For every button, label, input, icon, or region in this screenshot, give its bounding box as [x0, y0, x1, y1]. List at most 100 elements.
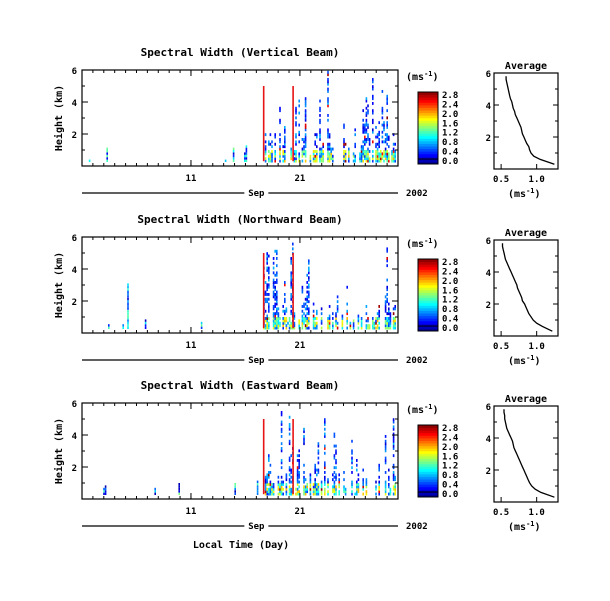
heatmap-cell: [306, 324, 308, 328]
heatmap-cell: [304, 99, 307, 103]
heatmap-cell: [276, 290, 278, 294]
heatmap-cell: [376, 157, 379, 161]
heatmap-cell: [330, 150, 332, 153]
heatmap-cell: [386, 264, 388, 268]
heatmap-cell: [365, 480, 368, 484]
heatmap-cell: [327, 99, 329, 103]
heatmap-cell: [368, 157, 371, 161]
heatmap-cell: [245, 152, 248, 155]
colorbar-swatch: [418, 125, 438, 129]
heatmap-cell: [104, 487, 107, 491]
heatmap-cell: [295, 109, 297, 113]
colorbar-swatch: [418, 458, 438, 462]
heatmap-cell: [279, 492, 281, 496]
heatmap-cell: [290, 271, 292, 275]
heatmap-cell: [392, 324, 395, 328]
heatmap-cell: [284, 154, 286, 158]
heatmap-cell: [293, 150, 296, 153]
heatmap-cell: [328, 305, 331, 308]
heatmap-cell: [271, 483, 273, 486]
heatmap-cell: [272, 307, 275, 311]
heatmap-cell: [324, 451, 326, 455]
heatmap-cell: [306, 273, 308, 277]
heatmap-cell: [301, 147, 304, 151]
heatmap-cell: [389, 317, 392, 320]
average-x-tick-label: 1.0: [529, 508, 545, 518]
heatmap-cell: [127, 326, 129, 329]
heatmap-cell: [288, 427, 291, 431]
colorbar-unit: (ms-1): [406, 403, 439, 416]
heatmap-cell: [268, 475, 270, 479]
heatmap-cell: [372, 97, 374, 101]
heatmap-cell: [280, 485, 283, 489]
heatmap-cell: [360, 159, 363, 163]
heatmap-cell: [388, 154, 390, 158]
heatmap-cell: [341, 326, 344, 330]
heatmap-cell: [394, 159, 396, 163]
heatmap-cell: [276, 319, 278, 323]
colorbar-tick-label: 1.6: [442, 286, 458, 296]
heatmap-cell: [272, 261, 275, 265]
heatmap-cell: [378, 466, 380, 470]
heatmap-cell: [272, 326, 275, 330]
average-y-tick-label: 4: [486, 435, 492, 445]
heatmap-cell: [364, 128, 366, 132]
heatmap-cell: [392, 152, 395, 156]
heatmap-cell: [308, 317, 310, 320]
heatmap-cell: [392, 439, 395, 443]
panel-2: Spectral Width (Northward Beam)Height (k…: [53, 213, 559, 367]
colorbar-swatch: [418, 122, 438, 126]
heatmap-cell: [335, 319, 337, 323]
average-x-label: (ms-1): [508, 520, 541, 533]
heatmap-cell: [357, 485, 360, 489]
heatmap-cell: [365, 154, 368, 158]
heatmap-cell: [316, 159, 318, 163]
heatmap-cell: [383, 150, 385, 153]
colorbar-swatch: [418, 489, 438, 493]
colorbar-tick-label: 0.0: [442, 324, 458, 334]
heatmap-cell: [301, 324, 304, 328]
heatmap-cell: [394, 305, 396, 308]
colorbar-swatch: [418, 117, 438, 121]
heatmap-cell: [276, 293, 278, 296]
heatmap-cell: [386, 249, 388, 253]
heatmap-cell: [365, 138, 368, 141]
heatmap-cell: [384, 442, 387, 446]
heatmap-cell: [306, 485, 308, 489]
heatmap-cell: [378, 468, 380, 472]
heatmap-cell: [268, 269, 270, 272]
heatmap-cell: [372, 80, 374, 84]
heatmap-cell: [268, 487, 270, 491]
heatmap-cell: [301, 154, 304, 158]
heatmap-cell: [389, 487, 392, 491]
heatmap-cell: [317, 485, 320, 489]
heatmap-cell: [245, 145, 248, 148]
heatmap-cell: [298, 321, 300, 325]
heatmap-cell: [264, 290, 267, 294]
month-label: Sep: [248, 356, 265, 366]
heatmap-cell: [327, 150, 329, 153]
heatmap-cell: [392, 142, 395, 146]
heatmap-cell: [341, 317, 344, 320]
heatmap-cell: [268, 307, 270, 311]
heatmap-cell: [375, 317, 377, 320]
heatmap-cell: [320, 483, 323, 486]
heatmap-cell: [335, 487, 337, 491]
heatmap-cell: [279, 140, 281, 144]
heatmap-cell: [266, 324, 268, 328]
heatmap-cell: [279, 317, 281, 320]
heatmap-cell: [244, 152, 246, 155]
heatmap-cell: [308, 321, 310, 325]
heatmap-cell: [364, 130, 366, 134]
colorbar-swatch: [418, 112, 438, 116]
heatmap-cell: [303, 305, 305, 308]
heatmap-cell: [280, 475, 283, 479]
heatmap-cell: [338, 492, 340, 496]
heatmap-cell: [274, 297, 276, 301]
heatmap-cell: [320, 159, 323, 163]
heatmap-cell: [375, 319, 377, 323]
heatmap-cell: [295, 135, 297, 139]
colorbar-swatch: [418, 287, 438, 291]
colorbar-swatch: [418, 297, 438, 301]
heatmap-cell: [301, 152, 304, 156]
